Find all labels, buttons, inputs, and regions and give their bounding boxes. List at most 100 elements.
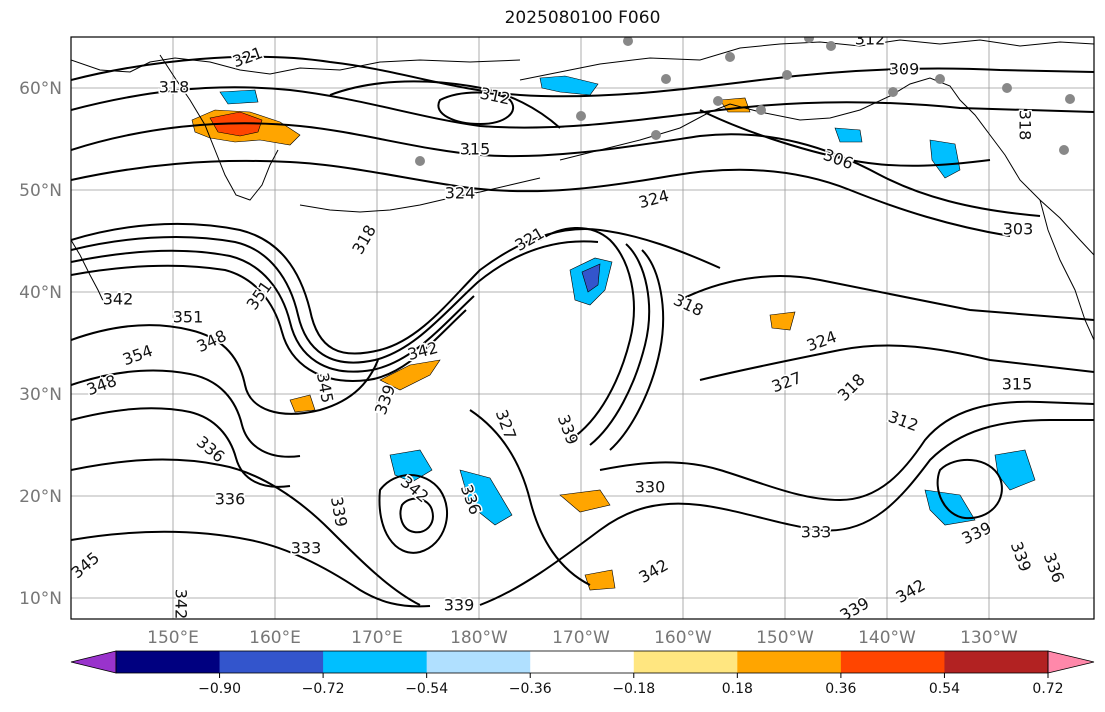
contour-label: 312 [855,30,886,49]
contour-label: 333 [801,523,832,542]
lon-label-150w: 150°W [756,628,814,648]
map-frame [70,36,1095,620]
contour-label: 336 [215,490,246,509]
negative-shading-central-core [581,263,601,293]
colorbar-tick-label: −0.18 [612,681,655,697]
lon-label-140w: 140°W [858,628,916,648]
station-marker [756,105,766,115]
contour-label: 318 [159,78,190,97]
contour-line-14 [479,419,1094,606]
colorbar: −0.90 −0.72 −0.54 −0.36 −0.18 0.18 0.36 0.54 0.7… [70,650,1095,697]
longitude-labels: 150°E 160°E 170°E 180°W 170°W 160°W 150°… [147,628,1018,648]
contour-line-16 [539,227,635,441]
contour-label: 330 [635,478,666,497]
station-marker [713,96,723,106]
shaded-field [191,75,1036,591]
cyclone-east-ring [936,458,1003,520]
latitude-labels: 60°N 50°N 40°N 30°N 20°N 10°N [19,79,62,609]
colorbar-tick-label: −0.54 [405,681,448,697]
negative-shading-east [924,489,976,526]
coastlines [71,39,1094,341]
cyclone-ring-outer [378,474,449,554]
colorbar-tick-label: 0.54 [929,681,960,697]
lat-label-30n: 30°N [19,385,62,405]
station-marker [576,111,586,121]
contour-line-20 [699,344,1094,381]
colorbar-segment [426,651,531,673]
contour-label: 315 [460,140,491,159]
station-marker [1059,145,1069,155]
contour-label: 303 [1003,220,1034,239]
contour-line-6 [71,235,599,364]
contour-line-11 [71,407,291,488]
station-marker [804,37,814,43]
cyclone-ring-inner [399,497,434,534]
station-marker [888,87,898,97]
coastline-arctic [519,39,1094,81]
colorbar-segment [944,651,1049,673]
contour-lines [71,55,1094,608]
lon-label-170e: 170°E [351,628,403,648]
contour-label: 339 [444,596,475,615]
contour-label: 342 [103,290,134,309]
lat-label-60n: 60°N [19,79,62,99]
colorbar-segment [737,651,842,673]
station-marker [1002,83,1012,93]
contour-line-24 [437,91,515,126]
station-marker [826,41,836,51]
contour-line-17 [589,243,651,446]
colorbar-tick-label: 0.18 [722,681,753,697]
negative-shading-east2 [994,449,1036,491]
coastline-kamchatka [159,54,279,201]
contour-line-21 [469,409,591,586]
contour-label: 309 [889,60,920,79]
colorbar-segment [219,651,324,673]
positive-shading-band [379,359,441,391]
lat-label-10n: 10°N [19,589,62,609]
contour-line-2 [71,86,1094,129]
colorbar-segment [323,651,428,673]
colorbar-tick-label: −0.36 [509,681,552,697]
station-marker [651,130,661,140]
station-markers [415,37,1075,166]
coastline-aleutians [299,177,541,213]
contour-line-1 [71,55,1094,98]
lon-label-160w: 160°W [654,628,712,648]
colorbar-segment [530,651,635,673]
contour-line-7 [71,249,475,373]
colorbar-tick-label: 0.36 [825,681,856,697]
positive-shading-east [769,311,796,331]
lat-label-40n: 40°N [19,283,62,303]
negative-shading-n [834,127,863,143]
colorbar-segment [116,651,221,673]
colorbar-extend-max [1047,650,1095,674]
positive-shading-south [559,489,611,513]
colorbar-frame [115,650,1049,674]
contour-label: 342 [172,589,191,620]
contour-line-13 [71,530,431,608]
station-marker [415,156,425,166]
map-title: 2025080100 F060 [504,8,661,28]
contour-line-19 [679,275,1094,321]
contour-line-23 [329,80,561,129]
lon-label-180w: 180°W [450,628,508,648]
colorbar-tick-label: −0.72 [302,681,345,697]
lon-label-170w: 170°W [552,628,610,648]
contour-line-8 [71,264,467,382]
colorbar-tick-label: 0.72 [1032,681,1063,697]
station-marker [623,37,633,46]
station-marker [935,74,945,84]
contour-label: 351 [173,308,204,327]
contour-line-15 [599,400,1094,502]
negative-shading-w [219,89,259,105]
negative-shading-gulf [929,139,961,179]
station-marker [725,52,735,62]
colorbar-extend-min [70,650,117,674]
station-marker [1065,94,1075,104]
station-marker [782,70,792,80]
colorbar-segment [633,651,738,673]
contour-line-3 [71,122,1041,217]
contour-label: 315 [1002,375,1033,394]
colorbar-segment [840,651,945,673]
